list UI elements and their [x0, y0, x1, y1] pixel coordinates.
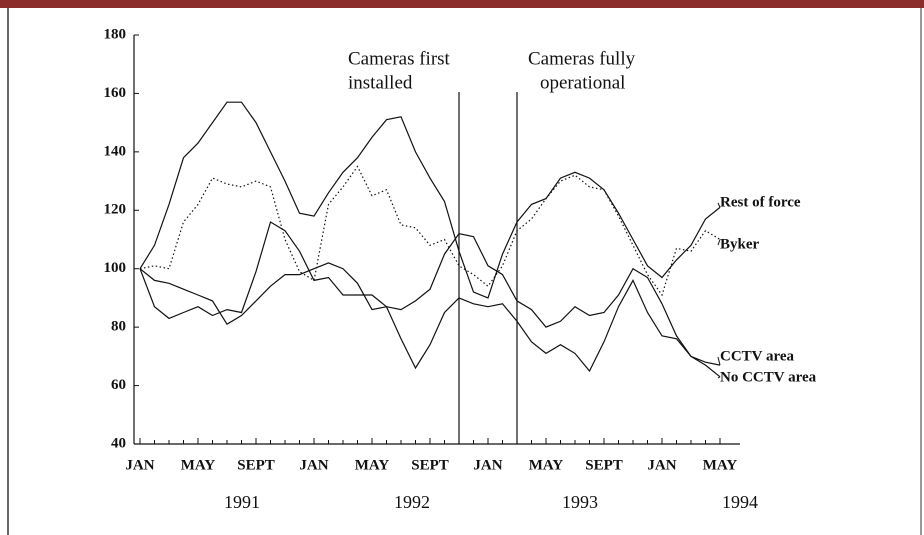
y-tick-label: 120: [104, 202, 127, 218]
x-tick-label: MAY: [703, 457, 738, 473]
top-bar: [0, 0, 924, 8]
label-leader: [717, 202, 721, 208]
x-tick-label: MAY: [529, 457, 564, 473]
label-leader: [717, 376, 721, 379]
year-label: 1992: [394, 492, 430, 512]
x-tick-label: SEPT: [237, 457, 275, 473]
year-label: 1991: [224, 492, 260, 512]
y-tick-label: 180: [104, 26, 127, 42]
series-label: Byker: [720, 236, 760, 252]
y-tick-label: 60: [111, 377, 126, 393]
y-tick-label: 140: [104, 143, 127, 159]
x-tick-label: JAN: [299, 457, 328, 473]
year-label: 1993: [562, 492, 598, 512]
x-tick-label: MAY: [355, 457, 390, 473]
series-line: [139, 165, 721, 297]
x-tick-label: JAN: [125, 457, 154, 473]
year-label: 1994: [722, 492, 758, 512]
x-tick-label: MAY: [181, 457, 216, 473]
y-tick-label: 100: [104, 260, 127, 276]
y-tick-label: 40: [111, 435, 126, 451]
x-tick-label: SEPT: [411, 457, 449, 473]
event-label: Cameras fully: [528, 48, 636, 69]
series-line: [139, 221, 721, 378]
x-tick-label: JAN: [473, 457, 502, 473]
event-label: Cameras first: [348, 48, 451, 69]
event-label: installed: [348, 72, 413, 93]
y-tick-label: 160: [104, 85, 127, 101]
label-leader: [717, 356, 721, 366]
series-line: [139, 101, 721, 299]
x-tick-label: JAN: [647, 457, 676, 473]
series-label: Rest of force: [720, 194, 801, 210]
x-tick-label: SEPT: [585, 457, 623, 473]
y-tick-label: 80: [111, 319, 126, 335]
series-line: [139, 233, 721, 366]
event-label: operational: [540, 72, 625, 93]
label-leader: [717, 239, 721, 246]
series-label: No CCTV area: [720, 369, 817, 385]
series-label: CCTV area: [720, 348, 795, 364]
